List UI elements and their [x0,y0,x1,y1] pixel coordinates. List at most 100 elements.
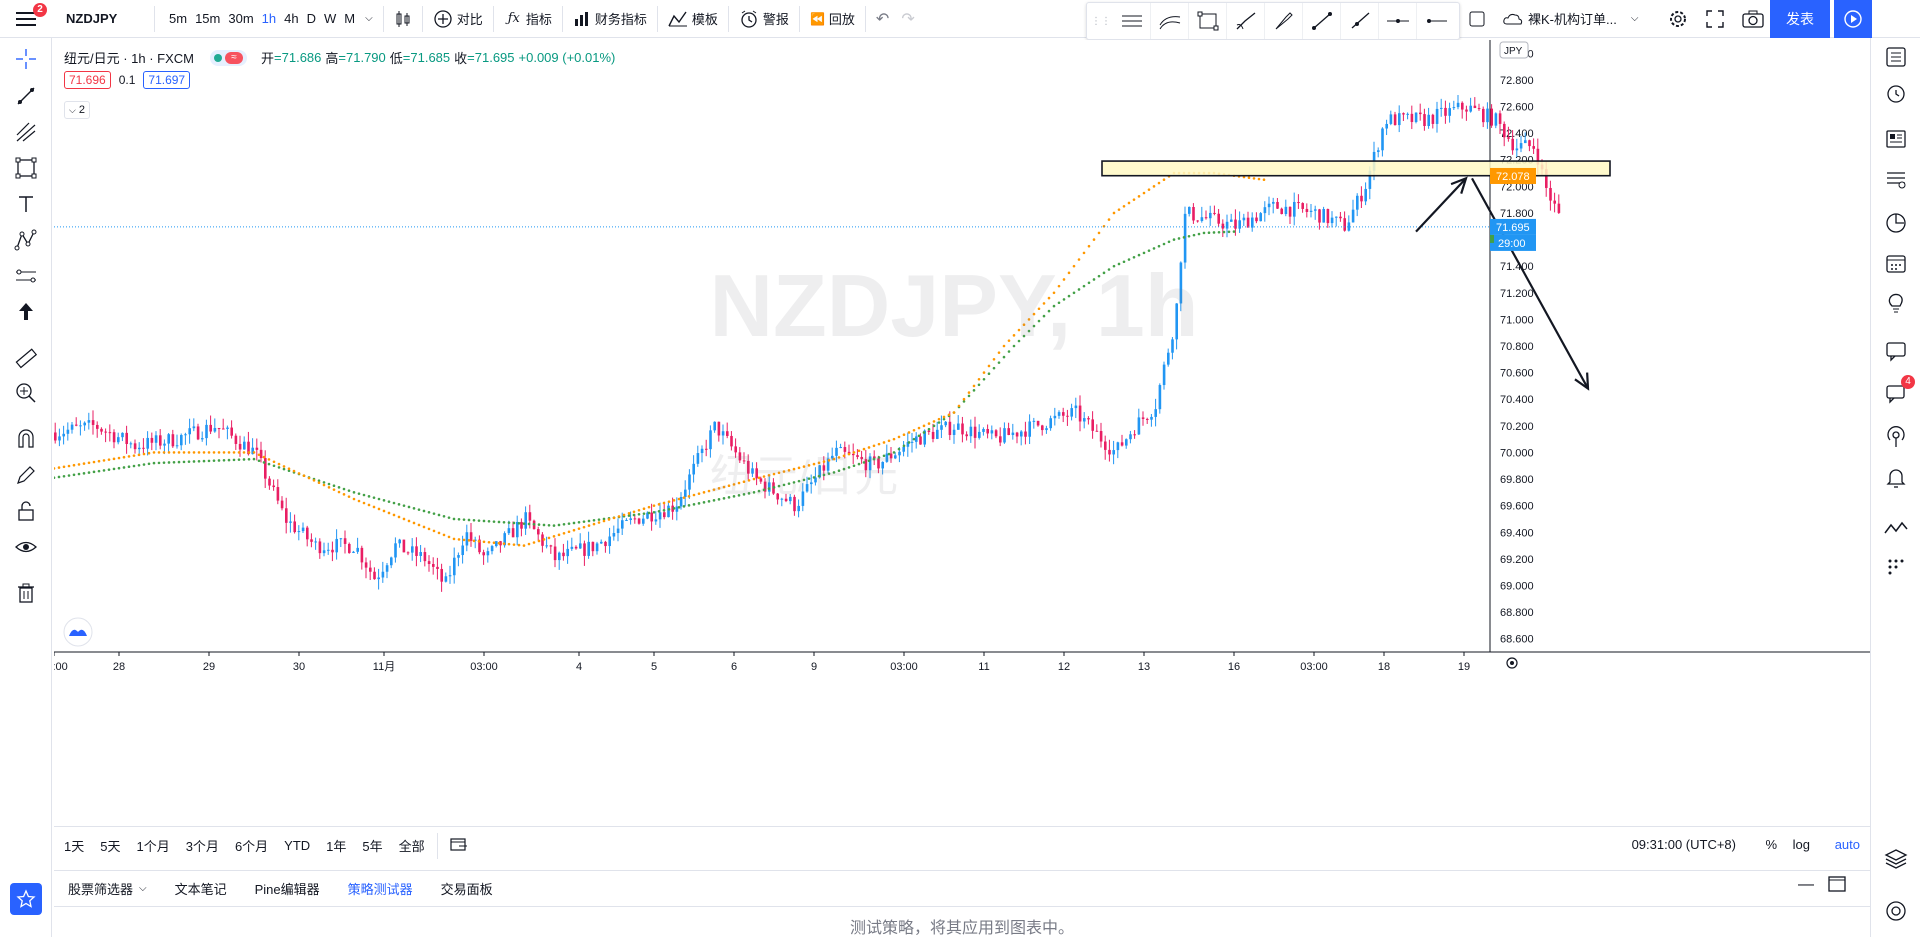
cursor-arrow-tool[interactable] [11,297,41,327]
range-0[interactable]: 1天 [64,839,85,854]
alerts-button[interactable]: 警报 [733,0,795,38]
minimize-panel-button[interactable]: — [1798,876,1814,893]
zoom-tool[interactable] [11,378,41,408]
horizontal-ray-tool[interactable] [1417,3,1455,39]
percent-scale-toggle[interactable]: % [1765,837,1777,852]
chats-button[interactable] [1881,336,1911,366]
ray-tool[interactable] [1341,3,1379,39]
trend-line-tool[interactable] [1303,3,1341,39]
measure-tool[interactable] [11,343,41,373]
alerts-panel-button[interactable] [1881,78,1911,108]
compare-button[interactable]: 对比 [427,0,489,38]
undo-button[interactable]: ↶ [870,0,895,38]
redo-button[interactable]: ↷ [895,0,920,38]
financials-button[interactable]: 财务指标 [567,0,653,38]
arrow-marker-tool[interactable] [1265,3,1303,39]
timeframe-15m[interactable]: 15m [195,11,221,26]
range-8[interactable]: 全部 [398,839,425,854]
log-scale-toggle[interactable]: log [1792,837,1810,852]
play-button[interactable] [1834,0,1872,38]
favorites-button[interactable] [10,883,42,915]
remove-drawings-tool[interactable] [11,578,41,608]
price-chart[interactable]: 73.00072.80072.60072.40072.20072.00071.8… [54,40,1870,825]
help-button[interactable] [1881,896,1911,926]
tradingview-logo-icon[interactable] [63,617,93,647]
drag-handle-icon[interactable]: ⋮⋮ [1091,15,1111,27]
indicators-collapse-button[interactable]: ⌵ 2 [64,101,90,119]
bottom-tab-3[interactable]: 策略测试器 [347,882,413,897]
ideas-button[interactable] [1881,288,1911,318]
sell-price-button[interactable]: 71.696 [64,71,111,89]
lock-drawings-tool[interactable] [11,496,41,526]
range-4[interactable]: 6个月 [234,839,269,854]
timeframe-m[interactable]: M [344,11,356,26]
currency-badge[interactable]: JPY [1499,41,1529,59]
auto-scale-toggle[interactable]: auto [1834,837,1860,852]
stay-in-drawing-tool[interactable] [11,460,41,490]
text-tool[interactable] [11,189,41,219]
timeframe-5m[interactable]: 5m [169,11,188,26]
timeframe-30m[interactable]: 30m [228,11,254,26]
range-7[interactable]: 5年 [362,839,383,854]
hotlists-button[interactable] [1881,208,1911,238]
trend-line-tool[interactable] [11,81,41,111]
timeframe-d[interactable]: D [306,11,316,26]
timeframe-w[interactable]: W [323,11,337,26]
parallel-channel-tool[interactable] [1113,3,1151,39]
news-button[interactable] [1881,124,1911,154]
timeframe-4h[interactable]: 4h [284,11,299,26]
dom-button[interactable] [1881,552,1911,582]
range-3[interactable]: 3个月 [185,839,219,854]
maximize-panel-button[interactable] [1828,876,1846,895]
legend-title[interactable]: 纽元/日元 · 1h · FXCM [64,51,195,66]
brush-tool[interactable] [1227,3,1265,39]
goto-date-button[interactable] [442,836,476,855]
hide-drawings-tool[interactable] [11,532,41,562]
rectangle-tool[interactable] [1189,3,1227,39]
layout-name-button[interactable]: 裸K-机构订单... ⌵ [1496,0,1644,38]
patterns-tool[interactable] [11,225,41,255]
price-axis[interactable]: 73.00072.80072.60072.40072.20072.00071.8… [1500,48,1534,645]
prediction-tool[interactable] [11,261,41,291]
indicators-button[interactable]: ƒx 指标 [498,0,558,38]
calendar-button[interactable] [1881,248,1911,278]
range-5[interactable]: YTD [284,838,311,853]
layout-button[interactable] [1462,0,1492,38]
buy-price-button[interactable]: 71.697 [143,71,191,89]
range-1[interactable]: 5天 [100,839,121,854]
templates-button[interactable]: 模板 [662,0,724,38]
notifications-button[interactable]: 4 [1881,375,1915,408]
chart-pane[interactable]: 73.00072.80072.60072.40072.20072.00071.8… [54,40,1870,825]
publish-button[interactable]: 发表 [1770,0,1830,38]
object-tree-button[interactable] [1881,844,1911,874]
bottom-tab-4[interactable]: 交易面板 [440,882,493,897]
timezone-clock[interactable]: 09:31:00 (UTC+8) [1631,837,1736,852]
supply-zone-rectangle[interactable] [1101,160,1611,177]
data-window-button[interactable] [1881,164,1911,194]
replay-button[interactable]: ⏪ 回放 [804,0,861,38]
streams-button[interactable] [1881,422,1911,452]
time-axis[interactable]: 03:00 28 29 30 11月 03:00 4 5 6 9 03:00 11 12 13 16 03:0… [54,652,1470,673]
settings-button[interactable] [1662,0,1694,38]
fullscreen-button[interactable] [1700,0,1730,38]
range-6[interactable]: 1年 [326,839,347,854]
watchlist-button[interactable] [1881,42,1911,72]
alerts-bell-button[interactable] [1881,462,1911,492]
regression-tool[interactable] [1151,3,1189,39]
axis-settings-gear-icon[interactable] [1506,657,1518,669]
symbol-search-button[interactable]: NZDJPY [66,11,118,26]
crosshair-tool[interactable] [11,44,41,74]
magnet-tool[interactable] [11,424,41,454]
timeframe-1h[interactable]: 1h [261,11,277,26]
market-status[interactable]: ≈ [210,49,248,66]
range-2[interactable]: 1个月 [136,839,170,854]
bottom-tab-2[interactable]: Pine编辑器 [254,882,320,897]
fib-tool[interactable] [11,117,41,147]
trading-button[interactable] [1881,514,1911,544]
chevron-down-icon[interactable]: ⌵ [365,13,373,24]
bottom-tab-0[interactable]: 股票筛选器 ⌵ [68,882,147,897]
shapes-tool[interactable] [11,153,41,183]
snapshot-button[interactable] [1736,0,1770,38]
menu-button[interactable]: 2 [0,0,52,38]
chart-type-button[interactable] [388,0,418,38]
